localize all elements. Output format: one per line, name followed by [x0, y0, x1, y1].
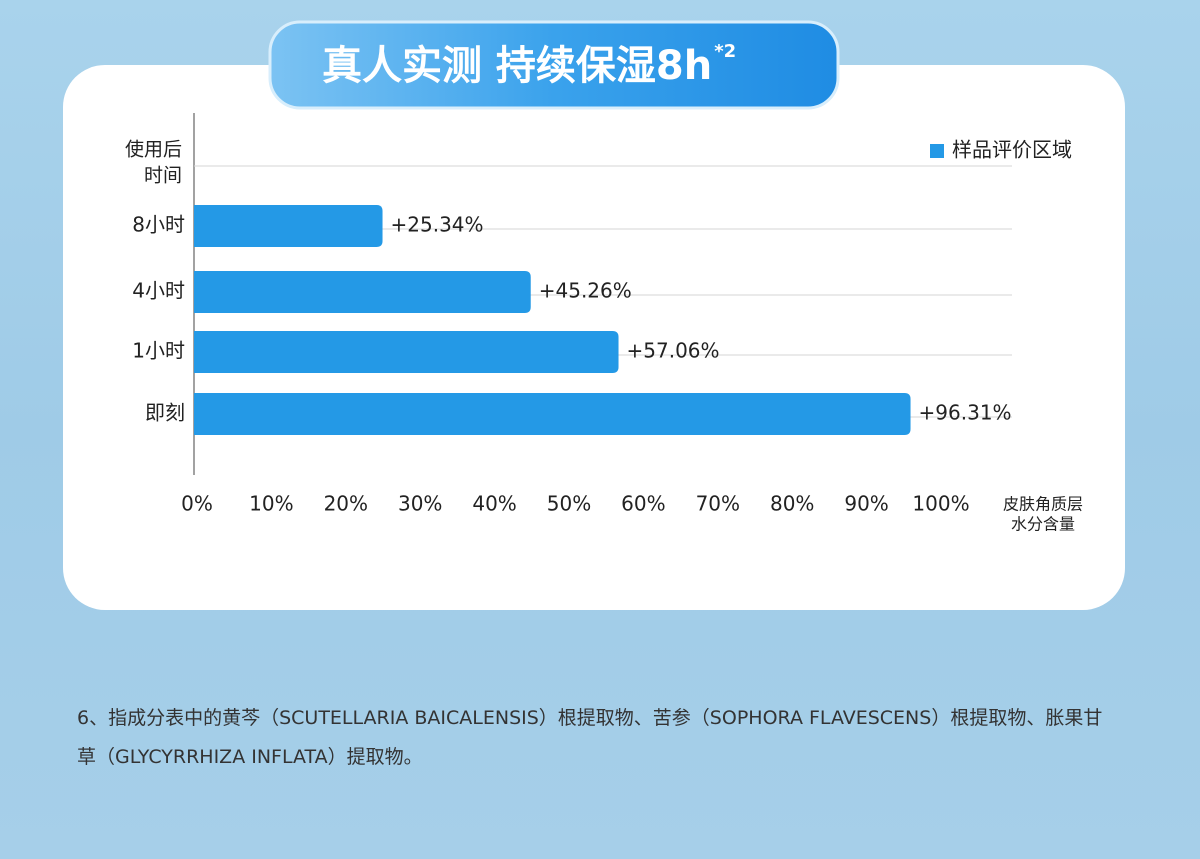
footnote: 6、指成分表中的黄芩（SCUTELLARIA BAICALENSIS）根提取物、… [77, 707, 1103, 768]
legend-swatch [930, 144, 944, 158]
y-tick-label: 1小时 [132, 339, 185, 363]
x-tick-label: 90% [844, 492, 888, 516]
x-tick-label: 40% [472, 492, 516, 516]
x-tick-label: 80% [770, 492, 814, 516]
value-label: +57.06% [627, 339, 720, 363]
title-note: *2 [714, 41, 736, 62]
title-text: 真人实测 持续保湿8h [322, 43, 712, 89]
value-label: +25.34% [391, 213, 484, 237]
bar [194, 331, 619, 373]
legend-label: 样品评价区域 [952, 138, 1072, 162]
x-tick-label: 50% [547, 492, 591, 516]
y-axis-title: 使用后 [125, 139, 182, 161]
bar [194, 205, 383, 247]
x-tick-label: 0% [181, 492, 213, 516]
x-tick-label: 60% [621, 492, 665, 516]
bar [194, 393, 911, 435]
y-tick-label: 即刻 [145, 401, 185, 425]
x-tick-label: 20% [324, 492, 368, 516]
x-tick-label: 100% [912, 492, 969, 516]
bar [194, 271, 531, 313]
y-tick-label: 4小时 [132, 279, 185, 303]
y-axis-title: 时间 [144, 165, 182, 187]
x-tick-label: 30% [398, 492, 442, 516]
x-tick-label: 70% [696, 492, 740, 516]
title-badge [268, 20, 840, 110]
chart-title: 真人实测 持续保湿8h *2 [322, 41, 736, 89]
value-label: +96.31% [919, 401, 1012, 425]
x-axis-title: 水分含量 [1011, 515, 1075, 534]
x-tick-label: 10% [249, 492, 293, 516]
x-axis-title: 皮肤角质层 [1003, 495, 1083, 514]
value-label: +45.26% [539, 279, 632, 303]
y-tick-label: 8小时 [132, 213, 185, 237]
